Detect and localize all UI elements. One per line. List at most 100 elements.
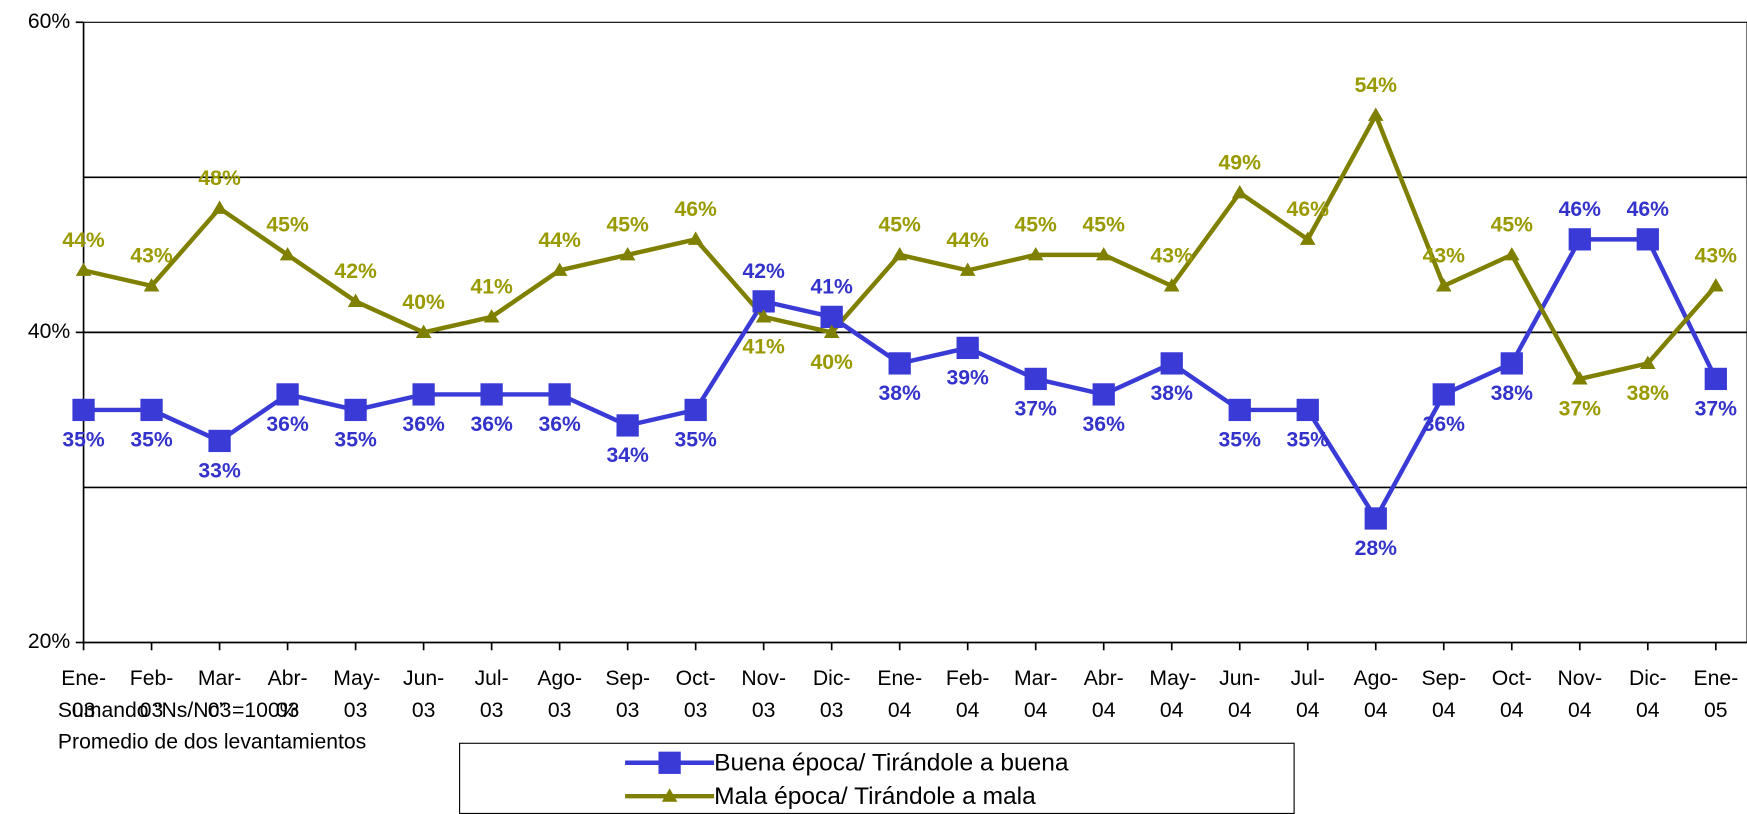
data-label: 45% xyxy=(879,214,922,237)
marker xyxy=(1639,355,1656,369)
marker xyxy=(687,231,704,245)
data-label: 41% xyxy=(742,336,785,359)
data-label: 43% xyxy=(130,245,173,268)
y-tick-label: 20% xyxy=(28,630,71,653)
marker xyxy=(891,247,908,261)
legend-swatch xyxy=(625,751,715,774)
marker xyxy=(143,278,160,292)
marker xyxy=(1231,185,1248,199)
data-label: 38% xyxy=(1491,382,1534,405)
marker xyxy=(548,383,571,406)
x-tick-label: Ene- 05 xyxy=(1693,667,1739,723)
marker xyxy=(1432,383,1455,406)
marker xyxy=(344,398,367,422)
data-label: 37% xyxy=(1015,398,1058,421)
marker xyxy=(959,262,976,276)
marker xyxy=(1027,247,1044,261)
data-label: 35% xyxy=(1287,429,1330,452)
legend-swatch xyxy=(625,788,715,802)
marker xyxy=(619,247,636,261)
data-label: 45% xyxy=(1491,214,1534,237)
legend: Buena época/ Tirándole a buena Mala época… xyxy=(459,742,1295,814)
marker xyxy=(1296,398,1319,422)
data-label: 38% xyxy=(1151,382,1194,405)
data-label: 34% xyxy=(606,444,649,467)
data-label: 54% xyxy=(1355,74,1398,97)
x-tick-label: Mar- 03 xyxy=(197,667,242,723)
marker xyxy=(1704,367,1727,391)
data-label: 28% xyxy=(1355,537,1398,560)
data-label: 36% xyxy=(1083,413,1126,436)
marker xyxy=(684,398,707,422)
x-tick-label: Jun- 04 xyxy=(1219,667,1261,723)
marker xyxy=(276,383,299,406)
data-label: 46% xyxy=(1287,198,1330,221)
data-label: 42% xyxy=(334,260,377,283)
x-tick-label: Nov- 03 xyxy=(741,667,787,723)
data-label: 43% xyxy=(1423,245,1466,268)
data-label: 45% xyxy=(606,214,649,237)
x-tick-label: Ene- 03 xyxy=(61,667,107,723)
data-label: 45% xyxy=(266,214,309,237)
marker xyxy=(1364,507,1387,530)
data-label: 35% xyxy=(62,429,105,452)
marker xyxy=(1503,247,1520,261)
data-label: 43% xyxy=(1695,245,1738,268)
data-label: 42% xyxy=(742,260,785,283)
note: Sumando “Ns/Nc” =100% xyxy=(57,699,299,723)
data-label: 48% xyxy=(198,167,241,190)
marker xyxy=(72,398,95,422)
marker xyxy=(551,262,568,276)
marker xyxy=(347,293,364,307)
data-label: 38% xyxy=(1627,382,1670,405)
x-tick-label: Sep- 04 xyxy=(1421,667,1467,723)
data-label: 46% xyxy=(674,198,717,221)
x-tick-label: Abr- 03 xyxy=(267,667,308,723)
x-tick-label: Oct- 04 xyxy=(1491,667,1532,723)
data-label: 35% xyxy=(130,429,173,452)
data-label: 39% xyxy=(947,367,990,390)
marker xyxy=(211,200,228,214)
marker xyxy=(616,414,639,437)
data-label: 44% xyxy=(62,229,105,252)
marker xyxy=(208,429,231,453)
marker xyxy=(1095,247,1112,261)
marker xyxy=(823,324,840,338)
data-label: 44% xyxy=(947,229,990,252)
x-tick-label: Jul- 03 xyxy=(474,667,509,723)
x-tick-label: Ago- 04 xyxy=(1353,667,1399,723)
marker xyxy=(483,309,500,323)
data-label: 36% xyxy=(266,413,309,436)
y-tick-label: 40% xyxy=(28,320,71,343)
x-tick-label: Dic- 04 xyxy=(1628,667,1667,723)
data-label: 40% xyxy=(810,351,853,374)
marker xyxy=(755,309,772,323)
marker xyxy=(1636,228,1659,251)
data-label: 33% xyxy=(198,460,241,483)
marker xyxy=(1024,367,1047,391)
marker xyxy=(1435,278,1452,292)
data-label: 45% xyxy=(1015,214,1058,237)
x-tick-label: Mar- 04 xyxy=(1013,667,1058,723)
data-label: 41% xyxy=(470,276,513,299)
data-label: 36% xyxy=(538,413,581,436)
data-label: 43% xyxy=(1151,245,1194,268)
x-tick-label: Jul- 04 xyxy=(1290,667,1325,723)
marker xyxy=(888,352,911,375)
marker xyxy=(1299,231,1316,245)
marker xyxy=(1160,352,1183,375)
legend-label: Mala época/ Tirándole a mala xyxy=(714,781,1036,810)
marker xyxy=(1092,383,1115,406)
data-label: 36% xyxy=(1423,413,1466,436)
x-tick-label: Nov- 04 xyxy=(1557,667,1603,723)
data-label: 36% xyxy=(470,413,513,436)
x-tick-label: Feb- 03 xyxy=(129,667,174,723)
x-tick-label: May- 03 xyxy=(333,667,381,723)
marker xyxy=(956,336,979,360)
marker xyxy=(661,788,678,802)
y-tick-label: 60% xyxy=(28,10,71,33)
marker xyxy=(1367,107,1384,121)
